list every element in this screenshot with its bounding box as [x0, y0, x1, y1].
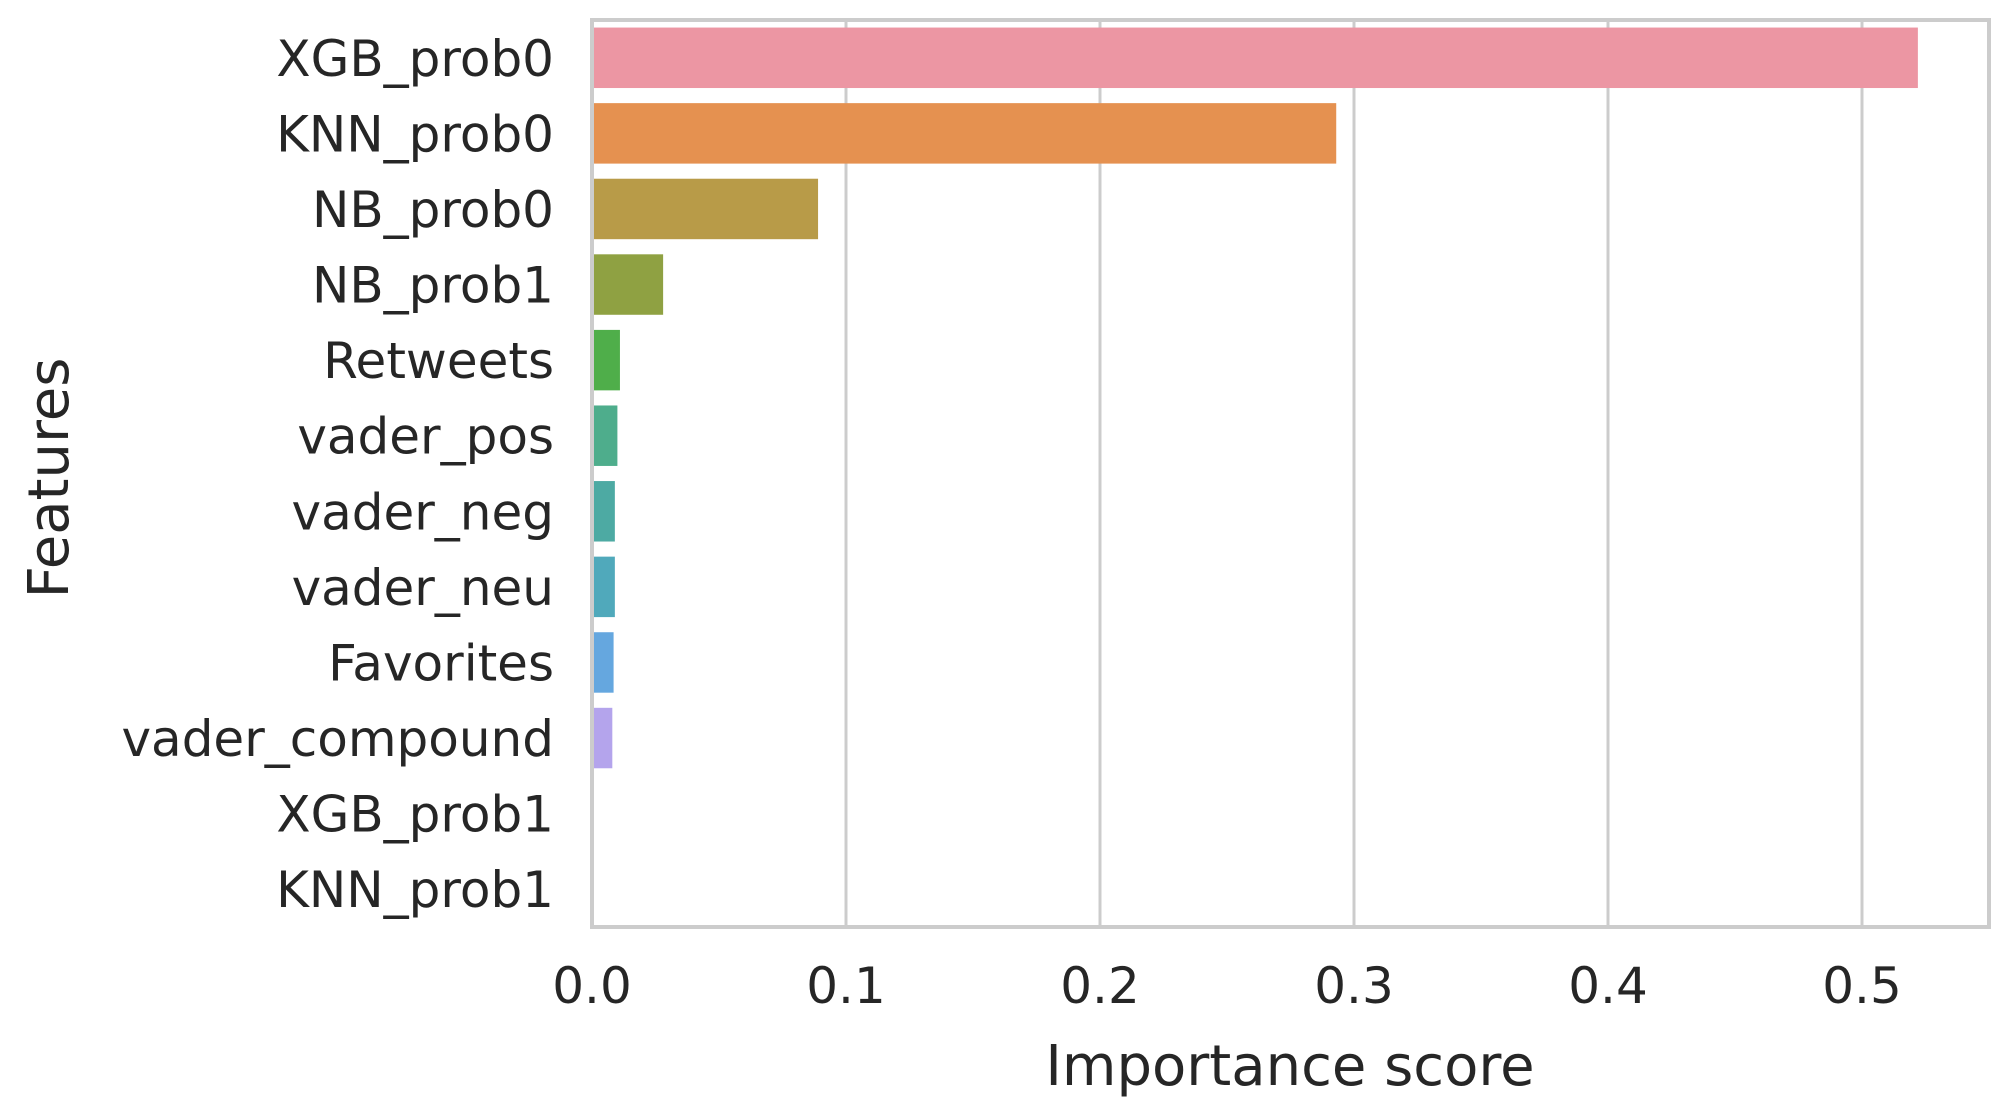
y-tick-label: Retweets [323, 332, 554, 390]
bar-xgb-prob0 [592, 27, 1918, 89]
bars [592, 27, 1918, 769]
x-tick-label: 0.5 [1822, 957, 1902, 1015]
bar-vader-neg [592, 481, 615, 542]
bar-favorites [592, 632, 614, 693]
x-tick-label: 0.4 [1568, 957, 1648, 1015]
y-tick-label: vader_neu [292, 559, 554, 617]
plot-frame [590, 18, 1991, 929]
y-tick-label: NB_prob0 [312, 181, 554, 239]
y-tick-label: vader_neg [292, 483, 554, 541]
y-tick-label: XGB_prob0 [276, 30, 554, 88]
x-tick-label: 0.0 [552, 957, 632, 1015]
bar-vader-compound [592, 707, 613, 769]
y-tick-labels: XGB_prob0 KNN_prob0 NB_prob0 NB_prob1 Retwee… [121, 30, 554, 919]
y-axis-label: Features [17, 358, 82, 599]
bar-knn-prob0 [592, 103, 1337, 164]
x-axis-label: Importance score [1045, 1034, 1534, 1099]
x-tick-label: 0.3 [1314, 957, 1394, 1015]
bar-nb-prob1 [592, 254, 664, 315]
grid-lines [844, 20, 1864, 927]
y-tick-label: vader_pos [297, 408, 554, 466]
x-tick-labels: 0.0 0.1 0.2 0.3 0.4 0.5 [552, 957, 1902, 1015]
bar-vader-pos [592, 405, 618, 466]
y-tick-label: KNN_prob1 [276, 861, 554, 919]
bar-nb-prob0 [592, 178, 819, 240]
y-tick-label: NB_prob1 [312, 257, 554, 315]
bar-vader-neu [592, 556, 615, 618]
bar-retweets [592, 329, 620, 391]
y-tick-label: XGB_prob1 [276, 786, 554, 844]
y-tick-label: KNN_prob0 [276, 105, 554, 163]
y-tick-label: vader_compound [121, 710, 554, 768]
x-tick-label: 0.1 [806, 957, 886, 1015]
x-tick-label: 0.2 [1060, 957, 1140, 1015]
y-tick-label: Favorites [328, 634, 554, 692]
